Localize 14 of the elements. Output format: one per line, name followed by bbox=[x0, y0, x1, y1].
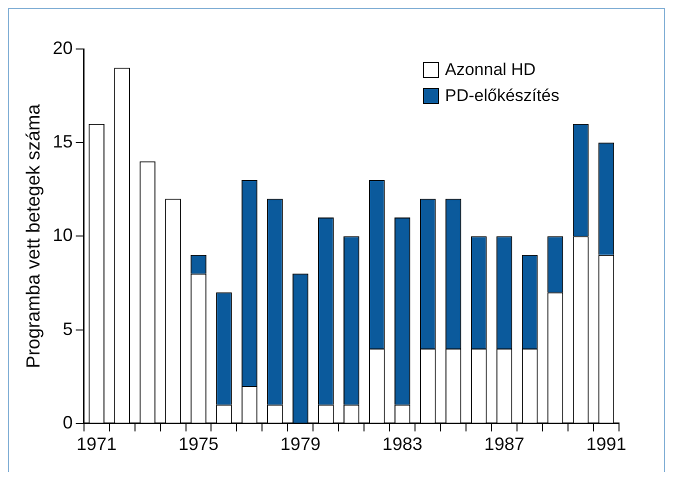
y-axis-title: Programba vett betegek száma bbox=[24, 104, 45, 368]
x-tick-label: 1983 bbox=[382, 434, 422, 454]
y-tick-label: 5 bbox=[62, 318, 73, 339]
legend-label: PD-előkészítés bbox=[445, 85, 560, 107]
x-tick-label: 1987 bbox=[484, 434, 524, 454]
y-tick-label: 10 bbox=[52, 225, 73, 246]
x-tick-label: 1979 bbox=[280, 434, 320, 454]
y-tick-label: 0 bbox=[62, 412, 73, 432]
x-tick-label: 1991 bbox=[586, 434, 626, 454]
x-tick-label: 1971 bbox=[76, 434, 117, 454]
x-tick-label: 1975 bbox=[178, 434, 219, 454]
y-tick-label: 15 bbox=[52, 132, 73, 152]
legend-label: Azonnal HD bbox=[445, 59, 536, 81]
y-tick-label: 20 bbox=[52, 38, 73, 58]
